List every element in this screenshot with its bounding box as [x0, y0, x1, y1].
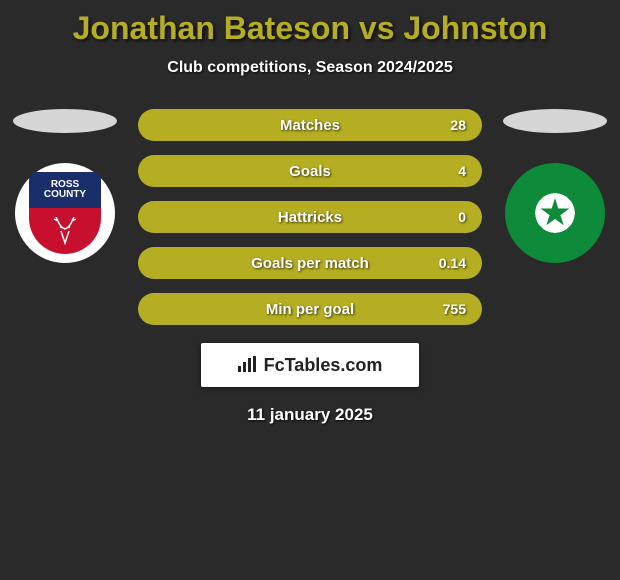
left-team-badge: ROSS COUNTY [15, 163, 115, 263]
branding-text: FcTables.com [264, 355, 383, 376]
stat-row-min-per-goal: Min per goal 755 [138, 293, 482, 325]
right-side [500, 109, 610, 263]
stats-column: Matches 28 Goals 4 Hattricks 0 Goals per… [138, 109, 482, 325]
stat-label: Hattricks [278, 209, 342, 226]
page-container: Jonathan Bateson vs Johnston Club compet… [0, 0, 620, 425]
stat-row-hattricks: Hattricks 0 [138, 201, 482, 233]
stat-label: Min per goal [266, 301, 354, 318]
badge-bottom-icon [29, 208, 101, 254]
stat-right-value: 28 [421, 117, 466, 133]
comparison-panel: ROSS COUNTY Matches 28 [0, 109, 620, 325]
right-player-oval [503, 109, 607, 133]
stat-right-value: 4 [421, 163, 466, 179]
badge-text-2: COUNTY [44, 190, 86, 200]
badge-shield-icon: ROSS COUNTY [29, 172, 101, 254]
left-player-oval [13, 109, 117, 133]
stat-label: Goals [289, 163, 331, 180]
stat-label: Matches [280, 117, 340, 134]
stat-right-value: 0 [421, 209, 466, 225]
subtitle: Club competitions, Season 2024/2025 [0, 59, 620, 77]
badge-top-label: ROSS COUNTY [29, 172, 101, 208]
left-side: ROSS COUNTY [10, 109, 120, 263]
stat-right-value: 755 [421, 301, 466, 317]
stat-row-matches: Matches 28 [138, 109, 482, 141]
stat-row-goals-per-match: Goals per match 0.14 [138, 247, 482, 279]
stat-row-goals: Goals 4 [138, 155, 482, 187]
date-label: 11 january 2025 [0, 405, 620, 425]
stag-icon [50, 217, 80, 245]
right-team-badge [505, 163, 605, 263]
stat-label: Goals per match [251, 255, 369, 272]
page-title: Jonathan Bateson vs Johnston [0, 10, 620, 47]
chart-icon [238, 356, 258, 374]
branding-badge[interactable]: FcTables.com [201, 343, 419, 387]
stat-right-value: 0.14 [421, 255, 466, 271]
